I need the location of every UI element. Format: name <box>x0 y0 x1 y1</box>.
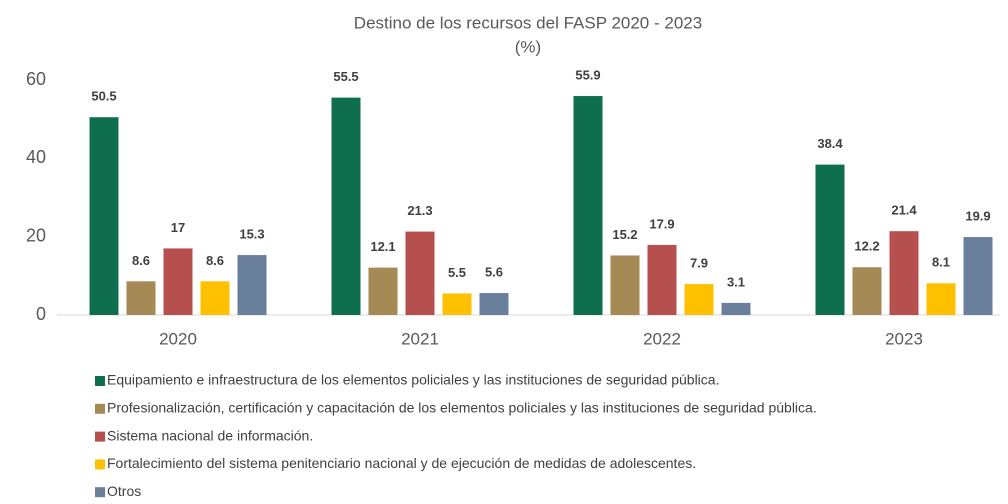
legend-label: Fortalecimiento del sistema penitenciari… <box>107 455 696 471</box>
legend-label: Profesionalización, certificación y capa… <box>107 400 817 416</box>
data-label: 17.9 <box>649 216 674 231</box>
legend-swatch <box>95 431 105 442</box>
bar <box>926 283 956 315</box>
y-tick-label: 0 <box>36 304 46 324</box>
bar <box>852 267 882 315</box>
y-tick-label: 60 <box>26 69 46 89</box>
legend-swatch <box>95 403 105 414</box>
data-label: 15.2 <box>612 227 637 242</box>
bar <box>163 248 193 315</box>
data-label: 5.6 <box>485 265 503 280</box>
bar <box>200 281 230 315</box>
x-tick-label: 2020 <box>159 329 197 348</box>
data-label: 3.1 <box>727 274 745 289</box>
chart-title: Destino de los recursos del FASP 2020 - … <box>354 13 702 32</box>
data-label: 38.4 <box>817 136 843 151</box>
data-label: 5.5 <box>448 265 466 280</box>
bar <box>442 293 472 315</box>
bar <box>647 244 677 315</box>
data-label: 55.9 <box>575 67 600 82</box>
bar <box>610 255 640 315</box>
x-tick-label: 2022 <box>643 329 681 348</box>
bar <box>331 97 361 315</box>
bar <box>479 293 509 315</box>
x-tick-label: 2021 <box>401 329 439 348</box>
data-label: 55.5 <box>333 69 358 84</box>
data-label: 8.1 <box>932 255 950 270</box>
bar <box>368 267 398 315</box>
legend-swatch <box>95 487 105 498</box>
legend-swatch <box>95 376 105 386</box>
bar <box>721 302 751 315</box>
bar <box>815 164 845 315</box>
data-label: 50.5 <box>91 89 116 104</box>
legend-swatch <box>95 459 105 470</box>
bar <box>684 284 714 315</box>
legend-label: Equipamiento e infraestructura de los el… <box>107 372 719 388</box>
bar <box>963 237 993 315</box>
legend-label: Otros <box>107 483 141 499</box>
data-label: 19.9 <box>965 208 990 223</box>
data-label: 12.2 <box>854 239 879 254</box>
data-label: 15.3 <box>239 227 264 242</box>
legend-label: Sistema nacional de información. <box>107 427 313 443</box>
data-label: 12.1 <box>370 239 395 254</box>
bar <box>237 255 267 315</box>
data-label: 21.4 <box>891 203 917 218</box>
bar <box>126 281 156 315</box>
data-label: 21.3 <box>407 203 432 218</box>
bar <box>89 117 119 315</box>
data-label: 8.6 <box>206 253 224 268</box>
data-label: 7.9 <box>690 255 708 270</box>
bar <box>573 96 603 315</box>
data-label: 17 <box>171 220 185 235</box>
chart-subtitle: (%) <box>515 37 541 56</box>
data-label: 8.6 <box>132 253 150 268</box>
bar <box>405 231 435 315</box>
x-tick-label: 2023 <box>885 329 923 348</box>
y-tick-label: 20 <box>26 225 46 245</box>
bar <box>889 231 919 315</box>
y-tick-label: 40 <box>26 147 46 167</box>
